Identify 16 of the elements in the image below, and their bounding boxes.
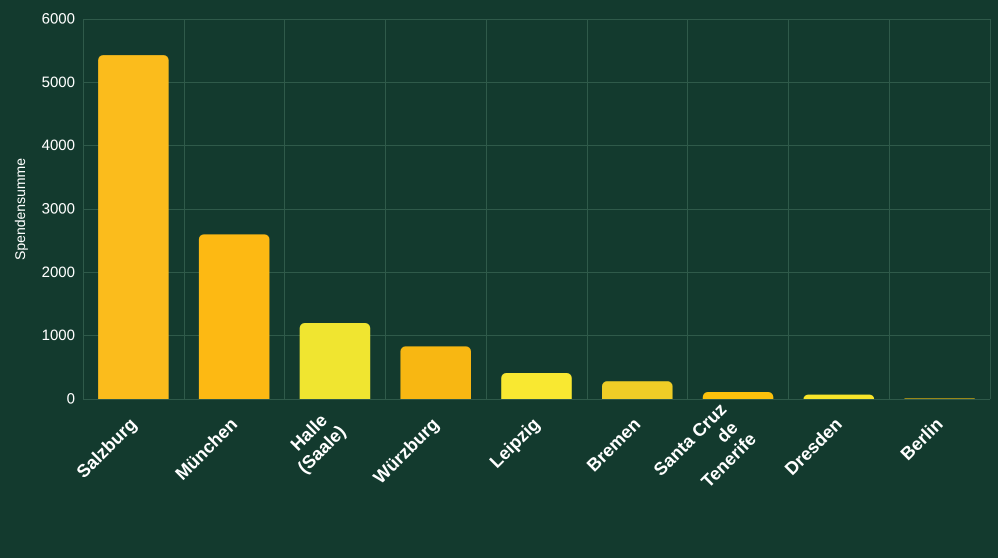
bar [300,323,370,399]
y-tick-label: 5000 [42,74,75,91]
bar [198,234,270,399]
y-tick-label: 3000 [42,200,75,218]
y-tick-label: 2000 [42,264,75,281]
y-tick-label: 6000 [42,10,75,28]
y-axis-title: Spendensumme [12,158,28,260]
y-tick-label: 4000 [42,137,75,154]
bar [400,346,471,399]
bar [702,392,774,399]
y-tick-label: 0 [66,390,75,408]
bar [602,381,673,399]
bar [804,394,874,399]
bar [98,55,169,399]
bar [501,373,572,399]
y-tick-label: 1000 [42,327,75,344]
